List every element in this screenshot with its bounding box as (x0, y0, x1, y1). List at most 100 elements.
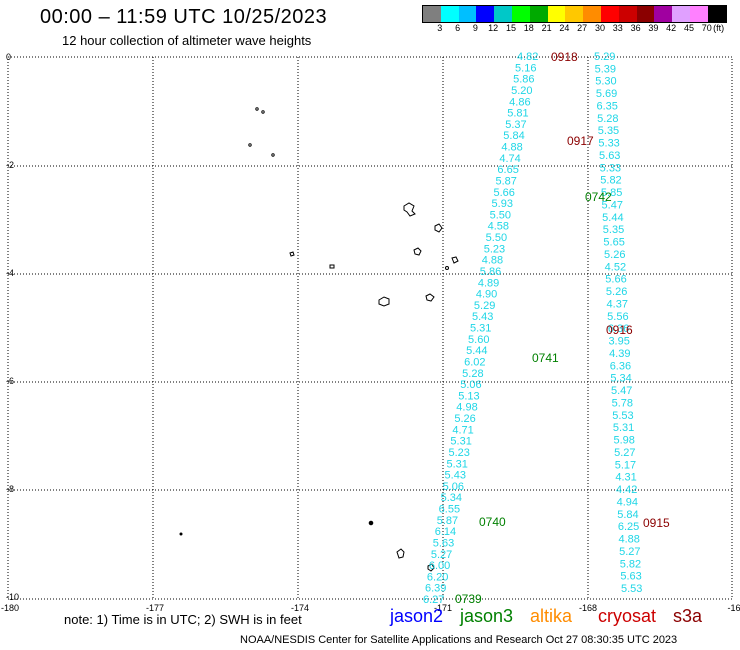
wave-height-value: 5.47 (602, 199, 623, 211)
color-swatch (547, 6, 566, 22)
wave-height-value: 6.39 (425, 583, 446, 595)
wave-height-value: 6.27 (423, 594, 444, 606)
wave-height-value: 5.13 (458, 390, 479, 402)
y-tick-label: -4 (6, 268, 14, 278)
wave-height-value: 5.50 (490, 209, 511, 221)
pass-time-label: 0915 (643, 516, 670, 530)
wave-height-value: 5.84 (617, 509, 638, 521)
island (451, 256, 459, 264)
island (179, 532, 183, 536)
wave-height-value: 6.00 (429, 560, 450, 572)
x-tick-label: -16 (727, 603, 740, 613)
wave-height-value: 5.17 (615, 459, 636, 471)
island (271, 153, 275, 157)
pass-time-label: 0741 (532, 351, 559, 365)
color-swatch (423, 6, 441, 22)
wave-height-value: 5.06 (460, 379, 481, 391)
wave-height-value: 5.50 (486, 232, 507, 244)
color-swatch (600, 6, 619, 22)
wave-height-value: 5.82 (620, 558, 641, 570)
wave-height-value: 5.44 (466, 345, 487, 357)
wave-height-value: 4.88 (501, 142, 522, 154)
wave-height-value: 5.31 (613, 422, 634, 434)
color-swatch (494, 6, 512, 22)
color-scale-label: 12 (488, 23, 499, 33)
pass-time-label: 0918 (551, 50, 578, 64)
color-scale-label: 3 (437, 23, 443, 33)
color-swatch (618, 6, 637, 22)
wave-height-value: 5.85 (601, 187, 622, 199)
color-swatch (583, 6, 601, 22)
color-scale-labels: 3 6 9 12 15 18 21 24 27 30 33 36 39 42 45 70 (ft) (422, 23, 740, 35)
color-scale-label: 15 (505, 23, 517, 33)
pass-time-label: 0742 (585, 190, 612, 204)
wave-height-value: 5.27 (619, 546, 640, 558)
wave-height-value: 5.29 (594, 51, 615, 63)
island-outlines (179, 107, 459, 572)
wave-height-value: 5.98 (613, 435, 634, 447)
track-right-values: 5.295.395.305.696.355.285.355.335.635.33… (594, 51, 642, 595)
wave-height-value: 5.63 (620, 571, 641, 583)
wave-height-value: 4.98 (456, 402, 477, 414)
wave-height-value: 6.20 (427, 571, 448, 583)
color-swatch (476, 6, 495, 22)
island (289, 251, 295, 257)
wave-height-value: 5.35 (598, 125, 619, 137)
wave-height-value: 6.25 (618, 521, 639, 533)
wave-height-value: 5.26 (604, 249, 625, 261)
color-scale-label: 42 (666, 23, 677, 33)
color-swatch (707, 6, 726, 22)
wave-height-value: 3.95 (608, 336, 629, 348)
island (248, 143, 252, 147)
x-tick-label: -171 (434, 603, 452, 613)
wave-height-value: 5.31 (470, 323, 491, 335)
wave-height-value: 4.71 (452, 424, 473, 436)
color-swatch (529, 6, 548, 22)
wave-height-value: 5.63 (433, 537, 454, 549)
color-swatch (565, 6, 584, 22)
wave-height-value: 5.31 (450, 436, 471, 448)
gridlines (8, 57, 732, 599)
wave-height-value: 6.36 (610, 360, 631, 372)
wave-height-value: 4.86 (509, 96, 530, 108)
island (396, 548, 405, 559)
color-scale-label: 45 (683, 23, 695, 33)
color-scale-label: 24 (559, 23, 570, 33)
island (413, 247, 422, 256)
wave-height-value: 5.43 (472, 311, 493, 323)
color-scale-label: 30 (594, 23, 606, 33)
wave-height-value: 5.33 (598, 138, 619, 150)
legend-jason3: jason3 (460, 606, 514, 626)
color-scale-label: 27 (577, 23, 588, 33)
wave-height-value: 5.66 (605, 274, 626, 286)
wave-height-value: 6.36 (608, 323, 629, 335)
wave-height-value: 4.31 (615, 472, 636, 484)
wave-height-value: 4.39 (609, 348, 630, 360)
wave-height-value: 5.34 (441, 492, 462, 504)
wave-height-value: 5.28 (597, 113, 618, 125)
wave-height-value: 5.26 (606, 286, 627, 298)
color-scale-label: 36 (630, 23, 641, 33)
wave-height-value: 6.65 (497, 164, 518, 176)
island (261, 110, 265, 114)
wave-height-value: 5.29 (474, 300, 495, 312)
wave-height-value: 5.93 (492, 198, 513, 210)
y-tick-label: -10 (6, 592, 19, 602)
wave-height-value: 5.26 (454, 413, 475, 425)
wave-height-value: 4.74 (499, 153, 520, 165)
color-scale-label: (ft) (713, 23, 725, 33)
color-swatch (511, 6, 530, 22)
legend-altika: altika (530, 606, 573, 626)
wave-height-value: 5.31 (447, 458, 468, 470)
color-swatch (654, 6, 673, 22)
pass-time-label: 0740 (479, 515, 506, 529)
wave-height-value: 5.23 (484, 243, 505, 255)
wave-height-value: 5.06 (443, 481, 464, 493)
wave-height-value: 5.87 (495, 175, 516, 187)
wave-height-value: 5.30 (595, 76, 616, 88)
wave-height-value: 5.43 (445, 470, 466, 482)
wave-height-value: 5.82 (600, 175, 621, 187)
island (329, 264, 335, 269)
wave-height-value: 5.84 (503, 130, 524, 142)
pass-time-label: 0916 (606, 323, 633, 337)
